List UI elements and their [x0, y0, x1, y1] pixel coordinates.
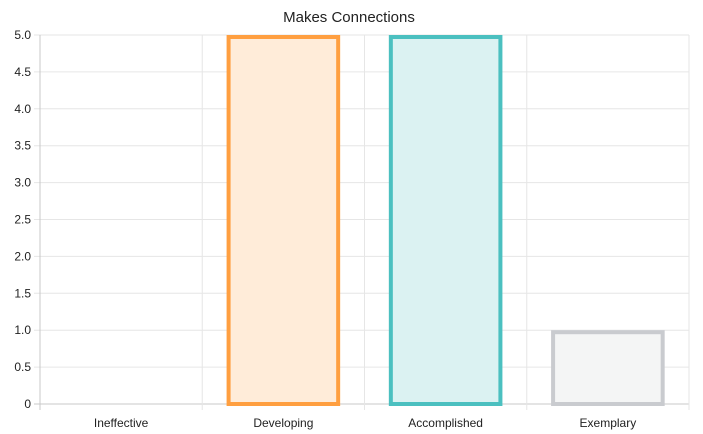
- y-tick-label: 4.0: [14, 102, 31, 116]
- chart-title: Makes Connections: [283, 9, 415, 26]
- y-tick-label: 2.0: [14, 249, 31, 263]
- y-tick-label: 3.5: [14, 139, 31, 153]
- y-axis-ticks: 0 0.5 1.0 1.5 2.0 2.5 3.0 3.5 4.0 4.5 5.0: [14, 28, 31, 411]
- y-tick-label: 1.5: [14, 286, 31, 300]
- bar-exemplary: [551, 330, 665, 407]
- y-tick-label: 4.5: [14, 65, 31, 79]
- y-tick-label: 1.0: [14, 323, 31, 337]
- y-tick-label: 0: [24, 397, 31, 411]
- bar-developing: [226, 35, 341, 406]
- x-tick-label: Ineffective: [94, 416, 149, 430]
- y-tick-label: 5.0: [14, 28, 31, 42]
- bars: [226, 35, 665, 407]
- x-tick-label: Exemplary: [580, 416, 637, 430]
- x-tick-label: Accomplished: [408, 416, 483, 430]
- y-tick-label: 2.5: [14, 213, 31, 227]
- bar-accomplished: [388, 35, 503, 406]
- x-axis-ticks: Ineffective Developing Accomplished Exempla…: [94, 416, 636, 430]
- y-tick-label: 3.0: [14, 176, 31, 190]
- y-tick-label: 0.5: [14, 360, 31, 374]
- x-tick-label: Developing: [253, 416, 313, 430]
- grid-lines: [34, 34, 690, 410]
